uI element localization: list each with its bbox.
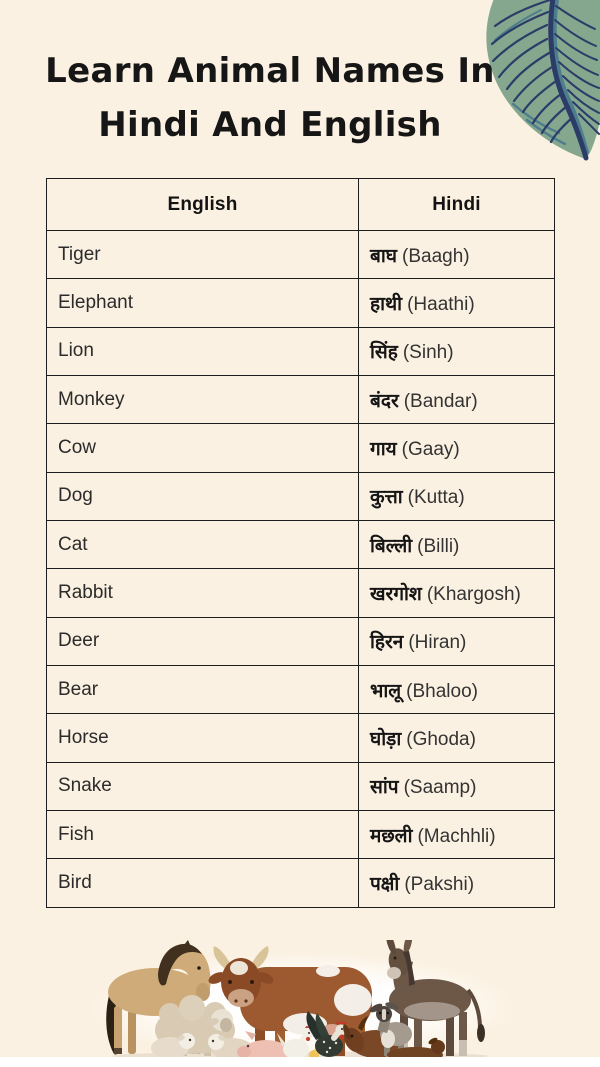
pronunciation: (Bhaloo) [406, 680, 478, 702]
header-row: English Hindi [46, 178, 555, 231]
table-row: Deer हिरन (Hiran) [46, 616, 555, 667]
hindi-cell: मछली (Machhli) [358, 810, 555, 860]
hindi-cell: बिल्ली (Billi) [358, 520, 555, 570]
hindi-cell: भालू (Bhaloo) [358, 665, 555, 715]
table-row: Horse घोड़ा (Ghoda) [46, 713, 555, 763]
english-cell: Deer [46, 616, 359, 667]
table-row: Bear भालू (Bhaloo) [46, 665, 555, 715]
english-cell: Rabbit [46, 568, 359, 618]
table-row: Dog कुत्ता (Kutta) [46, 471, 555, 522]
table-row: Monkey बंदर (Bandar) [46, 375, 555, 425]
pronunciation: (Khargosh) [426, 584, 521, 606]
hindi-word: बाघ [370, 245, 397, 267]
hindi-word: सिंह [370, 342, 398, 364]
hindi-word: हाथी [370, 294, 403, 316]
english-cell: Tiger [46, 229, 359, 280]
farm-animals-illustration [100, 932, 500, 1064]
hindi-cell: हाथी (Haathi) [358, 278, 555, 328]
pronunciation: (Gaay) [401, 439, 460, 461]
english-cell: Cat [46, 520, 359, 570]
leaf-decoration [455, 0, 600, 178]
english-cell: Bear [46, 665, 359, 715]
english-cell: Monkey [46, 375, 359, 425]
hindi-word: खरगोश [370, 584, 422, 606]
hindi-word: मछली [370, 825, 413, 847]
english-cell: Dog [46, 471, 359, 522]
goat-kid-illustration [369, 1002, 412, 1056]
pronunciation: (Billi) [417, 535, 460, 557]
english-cell: Bird [46, 858, 359, 908]
pronunciation: (Ghoda) [406, 729, 476, 751]
table-row: Fish मछली (Machhli) [46, 810, 555, 860]
pronunciation: (Kutta) [407, 487, 465, 509]
pronunciation: (Haathi) [407, 294, 475, 316]
table-row: Bird पक्षी (Pakshi) [46, 858, 555, 908]
hindi-word: गाय [370, 439, 397, 461]
hindi-word: हिरन [370, 632, 404, 654]
table-row: Snake सांप (Saamp) [46, 761, 555, 812]
pronunciation: (Hiran) [408, 632, 467, 654]
column-header-hindi: Hindi [358, 178, 555, 231]
table-row: Cow गाय (Gaay) [46, 423, 555, 473]
pronunciation: (Machhli) [417, 825, 496, 847]
english-cell: Elephant [46, 278, 359, 328]
table-row: Rabbit खरगोश (Khargosh) [46, 568, 555, 618]
hindi-cell: सांप (Saamp) [358, 761, 555, 812]
pronunciation: (Sinh) [402, 342, 454, 364]
hindi-word: बिल्ली [370, 535, 413, 557]
leaf-icon [486, 0, 600, 161]
english-cell: Fish [46, 810, 359, 860]
pronunciation: (Bandar) [403, 390, 478, 412]
hindi-word: सांप [370, 777, 399, 799]
hindi-word: पक्षी [370, 874, 400, 896]
hindi-cell: पक्षी (Pakshi) [358, 858, 555, 908]
lamb-illustration [151, 1033, 253, 1060]
hindi-cell: सिंह (Sinh) [358, 326, 555, 377]
title-line-2: Hindi And English [98, 105, 442, 145]
farm-animals-photo [106, 932, 488, 1064]
hindi-word: भालू [370, 680, 402, 702]
hindi-cell: बंदर (Bandar) [358, 375, 555, 425]
table-row: Cat बिल्ली (Billi) [46, 520, 555, 570]
english-cell: Cow [46, 423, 359, 473]
pronunciation: (Saamp) [403, 777, 477, 799]
english-cell: Lion [46, 326, 359, 377]
hindi-word: बंदर [370, 390, 399, 412]
table-row: Elephant हाथी (Haathi) [46, 278, 555, 328]
rooster-illustration [306, 1011, 351, 1057]
column-header-english: English [46, 178, 359, 231]
table-row: Tiger बाघ (Baagh) [46, 229, 555, 280]
hindi-cell: बाघ (Baagh) [358, 229, 555, 280]
hindi-cell: कुत्ता (Kutta) [358, 471, 555, 522]
hindi-word: घोड़ा [370, 729, 402, 751]
pronunciation: (Pakshi) [404, 874, 475, 896]
hindi-cell: खरगोश (Khargosh) [358, 568, 555, 618]
hindi-cell: घोड़ा (Ghoda) [358, 713, 555, 763]
animal-table-body: Tiger बाघ (Baagh) Elephant हाथी (Haathi) L… [46, 229, 555, 908]
table-header: English Hindi [46, 178, 555, 231]
pronunciation: (Baagh) [402, 245, 470, 267]
title-line-1: Learn Animal Names In [45, 51, 495, 91]
poster-title: Learn Animal Names In Hindi And English [0, 44, 540, 152]
hindi-cell: गाय (Gaay) [358, 423, 555, 473]
english-cell: Horse [46, 713, 359, 763]
animal-names-table: English Hindi Tiger बाघ (Baagh) Elephant … [46, 178, 555, 908]
english-cell: Snake [46, 761, 359, 812]
table-row: Lion सिंह (Sinh) [46, 326, 555, 377]
hindi-word: कुत्ता [370, 487, 403, 509]
photo-bottom-edge [0, 1057, 600, 1067]
hindi-cell: हिरन (Hiran) [358, 616, 555, 667]
